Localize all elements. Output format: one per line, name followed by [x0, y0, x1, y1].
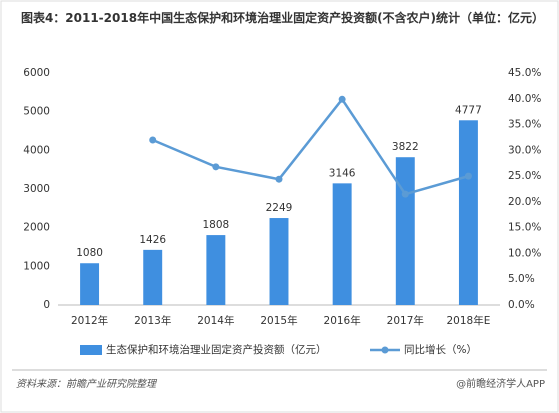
bar — [458, 120, 478, 305]
legend-label: 同比增长（%） — [404, 343, 477, 356]
y-tick-label: 2000 — [23, 222, 50, 234]
bar — [332, 183, 352, 305]
data-label: 4777 — [455, 104, 482, 116]
y2-tick-label: 30.0% — [508, 144, 541, 156]
legend-swatch — [381, 346, 389, 354]
x-tick-label: 2015年 — [260, 314, 297, 327]
data-label: 3146 — [329, 167, 356, 179]
line-point — [464, 172, 472, 180]
line-point — [212, 163, 220, 171]
footer: @前瞻经济学人APP — [456, 377, 545, 390]
bar — [80, 263, 100, 305]
line-point — [338, 95, 346, 103]
line-point — [275, 175, 283, 183]
y2-tick-label: 5.0% — [508, 273, 535, 285]
bar — [143, 249, 163, 305]
y2-tick-label: 25.0% — [508, 170, 541, 182]
bar — [206, 235, 226, 305]
bar — [395, 157, 415, 305]
data-label: 2249 — [266, 202, 293, 214]
y2-tick-label: 15.0% — [508, 222, 541, 234]
data-label: 1808 — [202, 219, 229, 231]
y2-tick-label: 10.0% — [508, 247, 541, 259]
y-tick-label: 3000 — [23, 183, 50, 195]
x-tick-label: 2014年 — [197, 314, 234, 327]
x-tick-label: 2013年 — [134, 314, 171, 327]
legend-label: 生态保护和环境治理业固定资产投资额（亿元） — [106, 343, 327, 356]
y2-tick-label: 40.0% — [508, 93, 541, 105]
y2-tick-label: 20.0% — [508, 196, 541, 208]
x-tick-label: 2016年 — [324, 314, 361, 327]
y2-tick-label: 45.0% — [508, 67, 541, 79]
x-tick-label: 2012年 — [71, 314, 108, 327]
data-label: 1080 — [76, 247, 103, 259]
y-tick-label: 6000 — [23, 67, 50, 79]
legend-swatch — [80, 345, 102, 355]
y2-tick-label: 0.0% — [508, 299, 535, 311]
y-tick-label: 5000 — [23, 106, 50, 118]
data-label: 3822 — [392, 141, 419, 153]
source: 资料来源：前瞻产业研究院整理 — [16, 378, 158, 390]
y-tick-label: 4000 — [23, 144, 50, 156]
line — [152, 97, 469, 196]
y-tick-label: 0 — [43, 299, 50, 311]
y2-tick-label: 35.0% — [508, 119, 541, 131]
line-point — [149, 136, 157, 144]
line-point — [401, 190, 409, 198]
bar — [269, 218, 289, 305]
data-label: 1426 — [139, 234, 166, 246]
x-tick-label: 2017年 — [387, 314, 424, 327]
chart-title: 图表4：2011-2018年中国生态保护和环境治理业固定资产投资额(不含农户)统… — [20, 11, 545, 25]
x-tick-label: 2018年E — [446, 314, 490, 327]
y-tick-label: 1000 — [23, 260, 50, 272]
